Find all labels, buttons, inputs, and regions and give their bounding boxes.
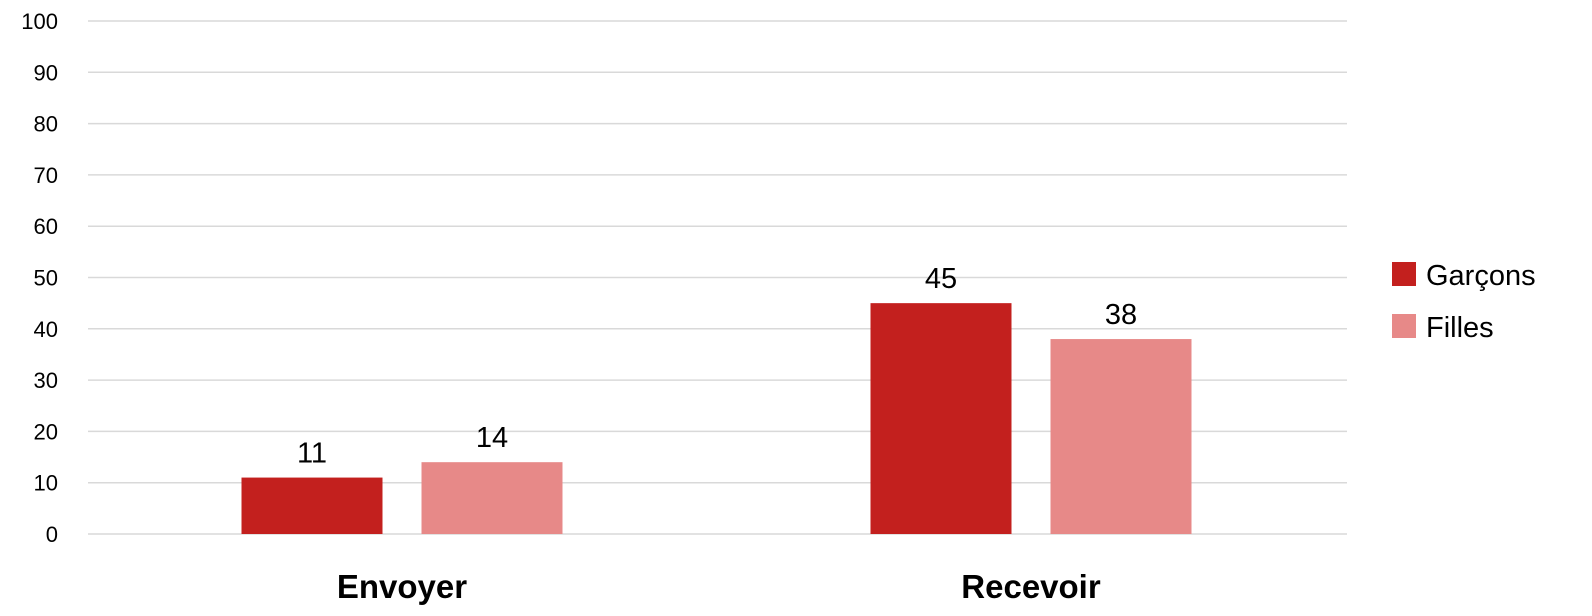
y-tick-label: 40 bbox=[34, 317, 58, 342]
y-tick-label: 30 bbox=[34, 368, 58, 393]
x-category-label: Envoyer bbox=[337, 568, 467, 605]
y-tick-label: 50 bbox=[34, 266, 58, 291]
y-tick-label: 0 bbox=[46, 522, 58, 547]
bar bbox=[870, 303, 1012, 534]
bar bbox=[421, 462, 563, 534]
bar-value-label: 45 bbox=[925, 263, 957, 295]
bar-value-label: 14 bbox=[476, 422, 508, 454]
legend-swatch bbox=[1392, 314, 1416, 338]
x-axis-categories: Envoyer Recevoir bbox=[337, 568, 1101, 605]
legend: Garçons Filles bbox=[1392, 260, 1536, 344]
x-category-label: Recevoir bbox=[961, 568, 1101, 605]
y-tick-label: 100 bbox=[21, 9, 58, 34]
y-tick-label: 20 bbox=[34, 419, 58, 444]
legend-label: Garçons bbox=[1426, 260, 1536, 292]
data-labels: 11 14 45 38 bbox=[297, 263, 1137, 469]
legend-swatch bbox=[1392, 262, 1416, 286]
bar-value-label: 38 bbox=[1105, 299, 1137, 331]
bar bbox=[241, 477, 383, 534]
bar bbox=[1050, 339, 1192, 534]
y-tick-label: 70 bbox=[34, 163, 58, 188]
y-tick-label: 80 bbox=[34, 112, 58, 137]
y-axis-ticks: 0 10 20 30 40 50 60 70 80 90 100 bbox=[21, 9, 58, 547]
legend-label: Filles bbox=[1426, 312, 1494, 344]
y-tick-label: 10 bbox=[34, 471, 58, 496]
bar-value-label: 11 bbox=[297, 438, 327, 470]
y-tick-label: 90 bbox=[34, 60, 58, 85]
y-tick-label: 60 bbox=[34, 214, 58, 239]
bars bbox=[241, 303, 1192, 534]
